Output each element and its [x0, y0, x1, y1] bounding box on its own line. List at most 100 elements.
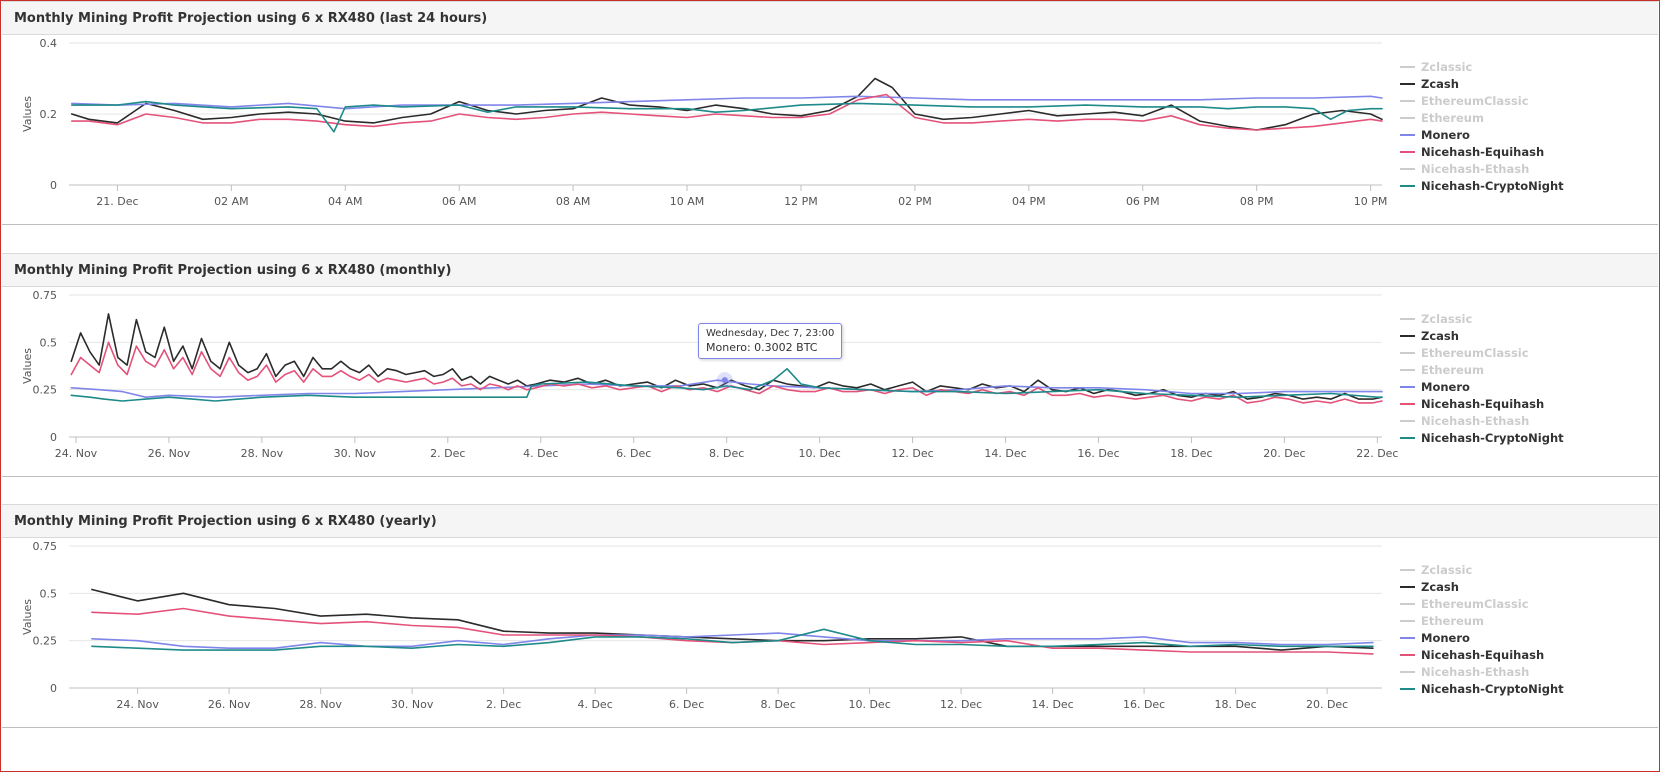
x-tick-label: 26. Nov: [148, 447, 191, 460]
legend-item-nicehash-cryptonight[interactable]: Nicehash-CryptoNight: [1400, 431, 1564, 445]
y-tick-label: 0: [50, 179, 57, 192]
x-tick-label: 18. Dec: [1170, 447, 1212, 460]
legend-item-nicehash-cryptonight[interactable]: Nicehash-CryptoNight: [1400, 179, 1564, 193]
x-tick-label: 02 PM: [898, 195, 932, 208]
x-tick-label: 16. Dec: [1123, 698, 1165, 711]
y-tick-label: 0: [50, 682, 57, 695]
x-tick-label: 30. Nov: [334, 447, 377, 460]
series-line-zcash: [91, 588, 1374, 651]
x-tick-label: 24. Nov: [116, 698, 159, 711]
legend-item-zcash[interactable]: Zcash: [1400, 329, 1459, 343]
legend-item-nicehash-ethash[interactable]: Nicehash-Ethash: [1400, 414, 1529, 428]
legend-item-nicehash-equihash[interactable]: Nicehash-Equihash: [1400, 145, 1544, 159]
x-tick-label: 14. Dec: [984, 447, 1026, 460]
x-tick-label: 4. Dec: [577, 698, 612, 711]
series-line-monero: [71, 95, 1383, 110]
chart-monthly: 0 0.25 0.5 0.75 Values 24. Nov 26. Nov 28. Nov 3…: [21, 289, 1564, 460]
x-tick-label: 28. Nov: [299, 698, 342, 711]
legend-item-nicehash-equihash[interactable]: Nicehash-Equihash: [1400, 397, 1544, 411]
series-line-nicehash-equihash: [70, 341, 1383, 404]
series-line-monero: [70, 379, 1383, 398]
x-tick-label: 12 PM: [784, 195, 818, 208]
x-tick-label: 10. Dec: [798, 447, 840, 460]
x-tick-label: 2. Dec: [430, 447, 465, 460]
legend-item-nicehash-ethash[interactable]: Nicehash-Ethash: [1400, 162, 1529, 176]
x-tick-label: 10 AM: [670, 195, 705, 208]
x-tick-label: 10. Dec: [848, 698, 890, 711]
y-tick-label: 0.5: [40, 336, 58, 349]
legend-item-ethereum[interactable]: Ethereum: [1400, 111, 1484, 125]
x-tick-label: 06 PM: [1126, 195, 1160, 208]
x-tick-label: 8. Dec: [709, 447, 744, 460]
x-tick-label: 6. Dec: [616, 447, 651, 460]
legend-item-zcash[interactable]: Zcash: [1400, 580, 1459, 594]
x-tick-label: 14. Dec: [1031, 698, 1073, 711]
y-tick-label: 0.4: [40, 37, 58, 50]
tooltip-value: Monero: 0.3002 BTC: [706, 341, 818, 354]
legend-label: EthereumClassic: [1421, 597, 1529, 611]
x-tick-label: 04 AM: [328, 195, 363, 208]
y-tick-label: 0.75: [33, 540, 58, 553]
panel-title: Monthly Mining Profit Projection using 6…: [2, 1, 1658, 35]
panel-title: Monthly Mining Profit Projection using 6…: [2, 253, 1658, 287]
y-axis-title: Values: [21, 348, 34, 384]
legend-label: Nicehash-Equihash: [1421, 145, 1544, 159]
legend-label: Zclassic: [1421, 60, 1472, 74]
legend-label: Ethereum: [1421, 614, 1484, 628]
legend-item-zcash[interactable]: Zcash: [1400, 77, 1459, 91]
legend-label: Nicehash-Ethash: [1421, 162, 1529, 176]
legend-item-ethereumclassic[interactable]: EthereumClassic: [1400, 597, 1529, 611]
y-axis-title: Values: [21, 96, 34, 132]
x-tick-label: 04 PM: [1012, 195, 1046, 208]
y-tick-label: 0: [50, 431, 57, 444]
panel-title: Monthly Mining Profit Projection using 6…: [2, 504, 1658, 538]
legend-item-ethereumclassic[interactable]: EthereumClassic: [1400, 346, 1529, 360]
panel-yearly: Monthly Mining Profit Projection using 6…: [2, 504, 1658, 728]
x-tick-label: 4. Dec: [523, 447, 558, 460]
x-tick-label: 20. Dec: [1263, 447, 1305, 460]
x-tick-label: 8. Dec: [760, 698, 795, 711]
x-tick-label: 24. Nov: [55, 447, 98, 460]
x-tick-label: 08 AM: [556, 195, 591, 208]
legend-item-nicehash-cryptonight[interactable]: Nicehash-CryptoNight: [1400, 682, 1564, 696]
legend-label: Ethereum: [1421, 363, 1484, 377]
legend-item-nicehash-equihash[interactable]: Nicehash-Equihash: [1400, 648, 1544, 662]
x-tick-label: 12. Dec: [940, 698, 982, 711]
series-line-zcash: [71, 77, 1383, 131]
legend-item-monero[interactable]: Monero: [1400, 128, 1470, 142]
x-tick-label: 22. Dec: [1356, 447, 1398, 460]
y-tick-label: 0.25: [33, 384, 58, 397]
x-tick-label: 08 PM: [1240, 195, 1274, 208]
legend-label: Zclassic: [1421, 563, 1472, 577]
x-tick-label: 20. Dec: [1306, 698, 1348, 711]
legend-item-zclassic[interactable]: Zclassic: [1400, 563, 1472, 577]
x-tick-label: 26. Nov: [208, 698, 251, 711]
chart-yearly: 0 0.25 0.5 0.75 Values 24. Nov 26. Nov 28. Nov 3…: [21, 540, 1564, 711]
legend-label: EthereumClassic: [1421, 94, 1529, 108]
panel-monthly: Monthly Mining Profit Projection using 6…: [2, 253, 1658, 477]
legend-label: Ethereum: [1421, 111, 1484, 125]
series-line-nicehash-cryptonight: [91, 628, 1374, 651]
legend-label: Nicehash-CryptoNight: [1421, 682, 1564, 696]
x-tick-label: 02 AM: [214, 195, 249, 208]
y-tick-label: 0.2: [40, 108, 58, 121]
legend-item-monero[interactable]: Monero: [1400, 631, 1470, 645]
x-tick-label: 06 AM: [442, 195, 477, 208]
chart-24h: 0 0.2 0.4 Values 21. Dec 02 AM 04 AM 06 AM 08 AM…: [21, 37, 1564, 208]
legend-label: Nicehash-Equihash: [1421, 397, 1544, 411]
legend-item-ethereumclassic[interactable]: EthereumClassic: [1400, 94, 1529, 108]
legend-item-zclassic[interactable]: Zclassic: [1400, 312, 1472, 326]
series-line-monero: [91, 632, 1374, 649]
legend-item-monero[interactable]: Monero: [1400, 380, 1470, 394]
legend-label: Zclassic: [1421, 312, 1472, 326]
legend-label: Monero: [1421, 380, 1470, 394]
legend-item-ethereum[interactable]: Ethereum: [1400, 614, 1484, 628]
legend-label: Nicehash-CryptoNight: [1421, 431, 1564, 445]
legend-item-ethereum[interactable]: Ethereum: [1400, 363, 1484, 377]
y-tick-label: 0.5: [40, 587, 58, 600]
legend-label: Zcash: [1421, 77, 1459, 91]
x-tick-label: 16. Dec: [1077, 447, 1119, 460]
legend-item-nicehash-ethash[interactable]: Nicehash-Ethash: [1400, 665, 1529, 679]
legend-item-zclassic[interactable]: Zclassic: [1400, 60, 1472, 74]
